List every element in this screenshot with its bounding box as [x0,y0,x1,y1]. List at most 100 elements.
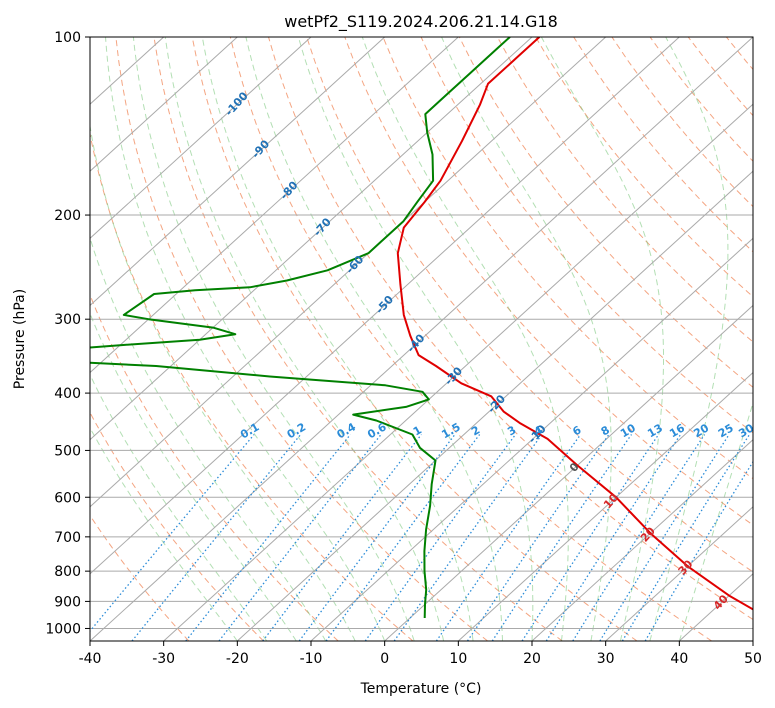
dewpoint-profile-line [90,37,511,619]
chart-title: wetPf2_S119.2024.206.21.14.G18 [284,12,558,32]
x-tick-label: 20 [523,651,541,667]
moist-adiabat-line [90,426,238,641]
isoline-labels: -100-90-80-70-60-50-40-30-20-10010203040… [223,89,757,612]
mixing-ratio-line [90,434,255,633]
isotherm-label: -100 [223,89,251,118]
moist-adiabat-line [540,37,664,641]
mixing-ratio-line [491,434,633,641]
dry-adiabat-line [268,37,753,621]
y-axis-label: Pressure (hPa) [12,289,28,389]
y-tick-label: 1000 [45,621,81,637]
y-tick-label: 400 [54,386,81,402]
mixing-ratio-label: 10 [618,421,638,440]
y-axis: 100 200 300 400 500 600 700 800 900 1000 [45,30,90,637]
moist-adiabat-line [361,37,569,641]
x-tick-label: -10 [300,651,323,667]
isotherm-line [236,170,753,641]
isotherm-line [457,371,753,641]
x-tick-label: -40 [79,651,102,667]
y-tick-label: 700 [54,530,81,546]
moist-adiabat-line [90,312,297,641]
dry-adiabat-line [115,37,488,641]
moist-adiabat-line [649,37,729,641]
dry-adiabat-line [90,411,264,641]
y-tick-label: 200 [54,208,81,224]
x-axis: -40 -30 -20 -10 0 10 20 30 40 50 [79,641,762,667]
plot-frame [89,36,754,642]
y-tick-label: 300 [54,312,81,328]
isotherm-line [90,37,312,240]
x-tick-label: -20 [226,651,249,667]
dry-adiabat-line [90,514,190,641]
dry-adiabat-line [611,37,753,208]
mixing-ratio-label: 13 [645,421,665,440]
mixing-ratio-label: 20 [691,421,711,440]
isotherm-line [163,103,753,641]
moist-adiabat-line [201,37,474,641]
dry-adiabat-line [687,37,753,117]
mixing-ratio-label: 0.4 [335,420,359,441]
isotherm-line [531,438,753,641]
mixing-ratio-line [298,434,456,641]
dry-adiabat-line [765,37,775,641]
x-tick-label: 0 [380,651,389,667]
moist-adiabat-line [678,401,753,641]
dry-adiabat-line [344,37,753,526]
dry-adiabat-line [535,37,753,298]
dry-adiabat-line [306,37,753,573]
mixing-ratio-line [644,460,753,641]
mixing-ratio-label: 2 [469,423,482,438]
dry-adiabat-line [229,37,712,641]
x-tick-label: -30 [152,651,175,667]
isotherm-line [90,37,753,641]
sounding-profiles [90,37,753,619]
temperature-profile-line [396,37,753,611]
x-axis-label: Temperature (°C) [360,681,482,697]
isotherm-line [90,37,459,374]
mixing-ratio-label: 16 [667,421,687,440]
moist-adiabat-line [105,37,386,641]
y-tick-label: 800 [54,564,81,580]
mixing-ratio-line [545,434,682,641]
mixing-ratio-line [325,434,481,641]
y-tick-label: 500 [54,443,81,459]
y-tick-label: 900 [54,594,81,610]
mixing-ratio-line [218,434,382,641]
dry-adiabat-line [153,37,563,641]
x-tick-label: 30 [597,651,615,667]
x-tick-label: 10 [449,651,467,667]
isotherm-line [90,37,238,172]
mixing-ratio-line [466,434,610,641]
isotherm-line [752,640,753,641]
y-tick-label: 600 [54,490,81,506]
y-tick-label: 100 [54,30,81,46]
mixing-ratio-lines [90,434,753,641]
isotherm-line [605,506,753,641]
moist-adiabat-line [297,37,534,641]
isotherm-line [310,237,753,641]
moist-adiabat-line [164,37,445,641]
mixing-ratio-line [521,434,660,641]
moist-adiabat-line [245,37,503,641]
mixing-ratio-line [435,434,582,641]
moist-adiabat-line [90,123,356,641]
mixing-ratio-line [599,434,730,641]
plot-area [90,37,775,641]
x-tick-label: 40 [670,651,688,667]
mixing-ratio-line [621,434,751,641]
mixing-ratio-line [131,434,302,641]
isotherm-line [90,37,680,575]
x-tick-label: 50 [744,651,762,667]
isotherm-line [384,304,753,641]
mixing-ratio-label: 25 [716,421,736,440]
pressure-gridlines [90,37,753,629]
mixing-ratio-label: 6 [570,423,583,438]
moist-adiabat-line [441,37,612,641]
dry-adiabat-line [726,37,753,71]
mixing-ratio-line [262,434,422,641]
dry-adiabat-line [90,131,414,641]
mixing-ratio-line [572,434,706,641]
isotherm-line [90,37,607,508]
isotherm-lines [90,37,753,641]
